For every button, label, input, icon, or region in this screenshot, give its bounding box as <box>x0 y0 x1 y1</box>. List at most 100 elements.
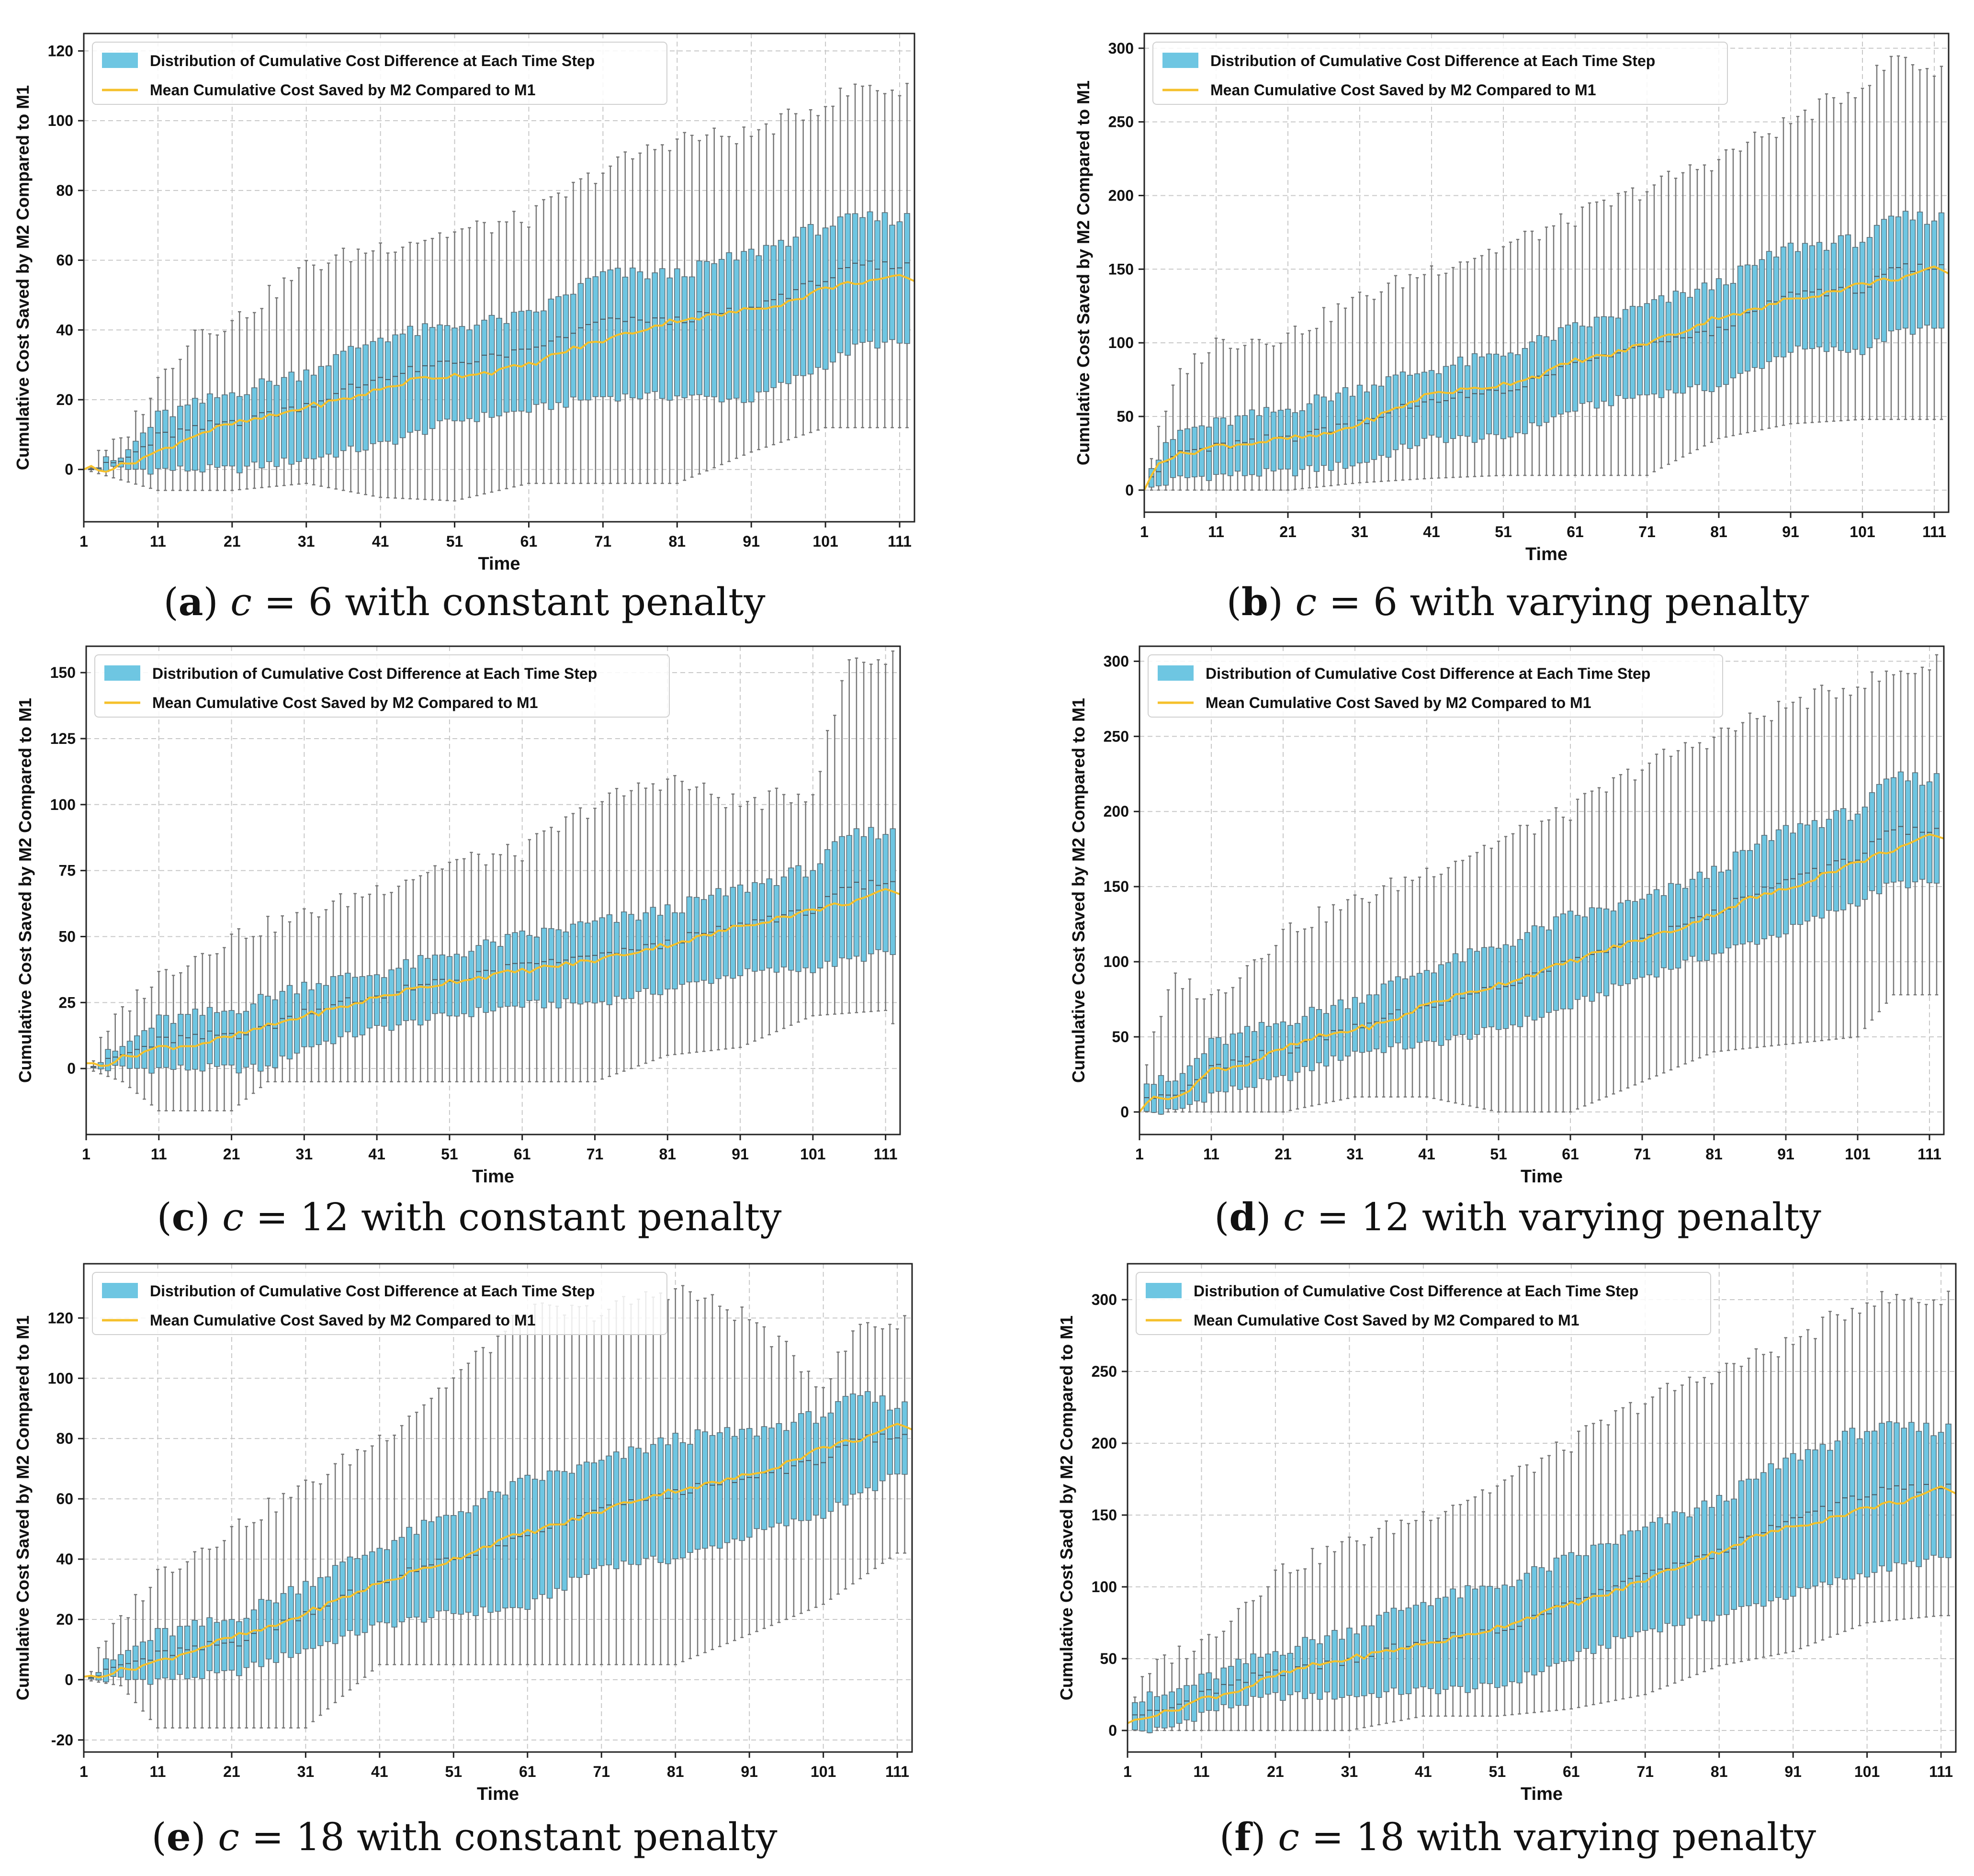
box-t61 <box>526 226 532 484</box>
box-iqr <box>310 374 317 460</box>
box-t26 <box>266 285 272 488</box>
y-axis-label: Cumulative Cost Saved by M2 Compared to … <box>13 1315 33 1700</box>
box-iqr <box>894 1408 901 1474</box>
box-iqr <box>730 887 736 979</box>
box-t80 <box>657 789 664 1059</box>
box-t78 <box>643 787 649 1064</box>
legend: Distribution of Cumulative Cost Differen… <box>92 42 667 105</box>
box-iqr <box>1277 410 1284 470</box>
box-t104 <box>832 715 838 1015</box>
panel-b: 1 11 21 31 41 51 61 71 81 91 101 111050100150200250… <box>1073 33 1950 624</box>
box-t64 <box>548 196 554 484</box>
box-t72 <box>1651 184 1658 472</box>
box-iqr <box>1716 1494 1723 1616</box>
box-iqr <box>867 211 873 342</box>
box-t110 <box>889 90 895 428</box>
box-t73 <box>606 792 613 1077</box>
box-t99 <box>805 1370 812 1611</box>
box-iqr <box>606 914 613 1005</box>
box-t67 <box>570 181 576 484</box>
box-t52 <box>458 1369 464 1665</box>
box-t71 <box>598 1315 605 1665</box>
box-t30 <box>293 912 300 1082</box>
box-t83 <box>1730 148 1737 437</box>
box-iqr <box>509 1481 516 1608</box>
box-iqr <box>533 312 540 405</box>
box-iqr <box>768 1427 775 1528</box>
box-t42 <box>384 252 391 498</box>
box-t59 <box>511 211 517 488</box>
box-iqr <box>392 334 398 445</box>
box-t86 <box>700 782 707 1052</box>
box-iqr <box>1148 468 1155 488</box>
box-t27 <box>273 1511 279 1729</box>
box-t80 <box>1708 170 1715 443</box>
box-t57 <box>495 1336 501 1665</box>
box-iqr <box>810 870 816 973</box>
box-iqr <box>185 1014 191 1071</box>
box-t34 <box>1368 1537 1375 1727</box>
box-iqr <box>613 921 620 997</box>
box-t97 <box>792 113 799 438</box>
box-t22 <box>236 311 243 491</box>
box-iqr <box>178 1013 184 1066</box>
box-t54 <box>474 220 480 496</box>
box-iqr <box>822 227 829 370</box>
box-iqr <box>709 1435 716 1547</box>
box-t112 <box>1938 66 1945 420</box>
box-t63 <box>539 1302 545 1665</box>
box-t103 <box>1869 671 1875 1021</box>
y-tick-label: 300 <box>1108 40 1134 57</box>
box-t19 <box>1265 954 1272 1113</box>
box-t85 <box>1739 722 1746 1050</box>
box-t39 <box>362 252 369 495</box>
x-tick-label: 1 <box>82 1146 90 1163</box>
box-iqr <box>214 1622 220 1674</box>
box-t69 <box>1627 1402 1634 1698</box>
box-t46 <box>414 242 421 500</box>
box-t88 <box>726 136 733 462</box>
box-t49 <box>1481 844 1488 1110</box>
box-t11 <box>155 1569 161 1729</box>
box-iqr <box>1753 1479 1760 1604</box>
caption-paren-close: ) <box>1256 1195 1283 1239</box>
box-iqr <box>1500 356 1507 439</box>
box-iqr <box>1450 364 1456 439</box>
box-iqr <box>1206 427 1212 481</box>
box-iqr <box>437 324 443 421</box>
box-t87 <box>1759 136 1765 430</box>
legend: Distribution of Cumulative Cost Differen… <box>1148 654 1723 718</box>
box-iqr <box>410 967 417 1021</box>
x-tick-label: 101 <box>800 1146 825 1163</box>
y-tick-label: 150 <box>50 664 76 681</box>
box-t81 <box>665 778 671 1056</box>
box-t49 <box>437 232 443 501</box>
box-iqr <box>1516 1579 1523 1684</box>
box-t45 <box>407 242 413 500</box>
box-iqr <box>1213 1678 1219 1711</box>
box-iqr <box>650 907 656 995</box>
box-t26 <box>1320 307 1327 487</box>
box-t82 <box>1723 149 1729 438</box>
box-t57 <box>490 853 496 1082</box>
box-t50 <box>1493 252 1500 476</box>
box-iqr <box>1390 1607 1397 1689</box>
box-t47 <box>421 1404 427 1665</box>
box-iqr <box>132 1645 139 1680</box>
x-tick-label: 111 <box>1922 523 1946 540</box>
box-iqr <box>722 895 729 977</box>
box-t65 <box>548 827 554 1082</box>
box-t100 <box>815 115 821 431</box>
box-iqr <box>288 371 295 465</box>
x-tick-label: 11 <box>150 533 166 550</box>
box-iqr <box>273 385 280 467</box>
box-t105 <box>1888 56 1895 420</box>
box-iqr <box>1442 1596 1449 1690</box>
box-t88 <box>724 1309 731 1644</box>
box-iqr <box>1841 1430 1848 1580</box>
y-tick-label: 100 <box>50 796 76 813</box>
box-t64 <box>1589 790 1595 1104</box>
box-iqr <box>817 863 823 969</box>
box-iqr <box>1299 410 1306 470</box>
box-t83 <box>1731 1363 1737 1664</box>
